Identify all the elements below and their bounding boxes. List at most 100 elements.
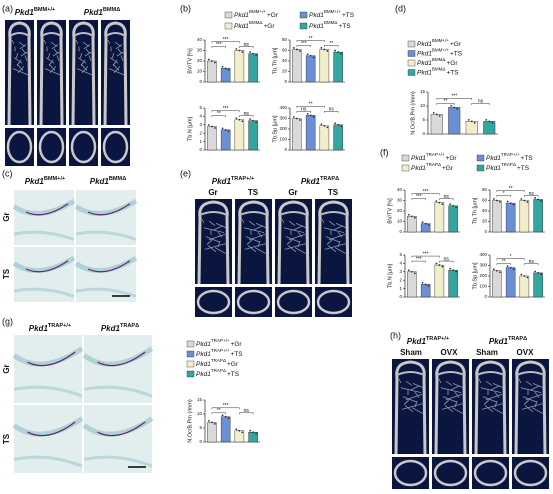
trabecula bbox=[402, 396, 418, 403]
trabecula bbox=[17, 66, 25, 74]
y-tick-label: 20 bbox=[197, 58, 203, 63]
y-tick-label: 30 bbox=[197, 48, 203, 53]
panel-label: (e) bbox=[180, 168, 191, 178]
gene-superscript: TRAPΔ bbox=[211, 368, 226, 373]
sig-bracket bbox=[411, 198, 426, 201]
row-label: TS bbox=[2, 268, 11, 279]
gene-label: Pkd1BMMΔ+TS bbox=[309, 20, 351, 30]
column-label: Gr bbox=[288, 188, 297, 197]
trabecula bbox=[522, 396, 538, 403]
sig-bracket bbox=[239, 115, 254, 118]
trabecula bbox=[217, 231, 223, 238]
sig-label: *** bbox=[223, 37, 229, 43]
group-suffix: +TS bbox=[517, 165, 530, 172]
gene-name: Pkd1 bbox=[101, 324, 121, 333]
sig-bracket bbox=[296, 40, 325, 42]
data-dot-deco bbox=[488, 120, 491, 123]
sig-label: ** bbox=[309, 36, 313, 42]
gene-name: Pkd1 bbox=[15, 8, 35, 17]
data-dot-deco bbox=[255, 54, 258, 57]
data-dot-deco bbox=[427, 224, 430, 227]
data-dot-deco bbox=[512, 268, 515, 270]
trabecula bbox=[324, 242, 348, 250]
sig-label: *** bbox=[223, 106, 229, 112]
data-dot-deco bbox=[492, 268, 495, 271]
trabecula bbox=[244, 242, 268, 250]
bone-outline bbox=[277, 200, 310, 285]
trabecula bbox=[534, 391, 540, 398]
sig-bracket bbox=[211, 41, 240, 43]
legend-swatch bbox=[407, 69, 416, 76]
trabecula bbox=[254, 247, 268, 255]
trabecula bbox=[208, 220, 216, 226]
group-suffix: +Gr bbox=[442, 165, 454, 172]
trabecula bbox=[21, 48, 27, 54]
osteoclast-stain bbox=[97, 421, 146, 437]
gene-superscript: TRAP+/+ bbox=[231, 176, 255, 182]
bar bbox=[492, 200, 502, 233]
gene-label: Pkd1BMM+/++TS bbox=[417, 48, 463, 58]
trabecula bbox=[75, 39, 79, 45]
trabecula bbox=[521, 402, 545, 410]
trabecula bbox=[520, 387, 542, 393]
y-tick-label: 20 bbox=[282, 69, 288, 74]
y-axis-label: Tb.Th [µm] bbox=[472, 197, 478, 224]
data-dot-deco bbox=[438, 264, 441, 266]
legend-swatch bbox=[299, 22, 308, 30]
data-dot-deco bbox=[485, 119, 488, 121]
trabecula bbox=[88, 55, 92, 61]
trabecula bbox=[451, 407, 465, 415]
sig-bracket bbox=[211, 412, 226, 415]
data-dot-deco bbox=[498, 201, 501, 203]
bone-outline bbox=[514, 360, 547, 455]
trabecula bbox=[297, 231, 303, 238]
bar bbox=[292, 118, 302, 151]
sig-label: * bbox=[510, 254, 512, 260]
trabecula bbox=[411, 407, 425, 415]
data-dot-deco bbox=[432, 112, 435, 114]
data-dot-deco bbox=[221, 65, 224, 68]
cortical-ring bbox=[513, 459, 548, 487]
data-dot-deco bbox=[309, 54, 312, 57]
data-dot-deco bbox=[295, 117, 298, 120]
trabecula bbox=[247, 245, 257, 253]
y-tick-label: 0 bbox=[484, 294, 487, 299]
trabecula bbox=[409, 385, 421, 391]
legend-swatch bbox=[224, 22, 233, 30]
data-dot-deco bbox=[534, 197, 537, 199]
trabecula bbox=[400, 387, 422, 393]
trabecula bbox=[284, 242, 308, 250]
column-label: OVX bbox=[441, 348, 459, 357]
trabecula bbox=[207, 245, 217, 253]
y-tick-label: 10 bbox=[420, 103, 426, 108]
trabecula bbox=[51, 44, 59, 50]
tissue bbox=[75, 287, 137, 298]
trabecula bbox=[107, 39, 111, 45]
panel-label: (d) bbox=[395, 3, 406, 13]
sig-bracket bbox=[239, 412, 254, 415]
bar bbox=[234, 119, 245, 151]
data-dot-deco bbox=[221, 414, 224, 417]
growth-plate bbox=[105, 32, 126, 37]
y-tick-label: 0 bbox=[484, 229, 487, 234]
trabecula bbox=[20, 50, 30, 57]
trabecula bbox=[332, 225, 344, 231]
gene-name: Pkd1 bbox=[196, 341, 211, 348]
trabecula bbox=[452, 383, 464, 389]
trabecula bbox=[403, 398, 411, 405]
data-dot-deco bbox=[340, 125, 343, 128]
trabecula bbox=[440, 387, 462, 393]
trabecula bbox=[243, 227, 265, 233]
panel-label: (h) bbox=[390, 330, 401, 340]
gene-superscript: TRAPΔ bbox=[320, 176, 339, 182]
y-tick-label: 5 bbox=[422, 117, 425, 122]
trabecula bbox=[44, 68, 62, 76]
y-tick-label: 20 bbox=[397, 208, 403, 213]
growth-plate bbox=[73, 32, 94, 37]
trabecula bbox=[53, 48, 59, 54]
data-dot-deco bbox=[207, 420, 210, 422]
y-axis-label: Tb.Th [µm] bbox=[272, 47, 278, 74]
bone-outline bbox=[71, 21, 96, 126]
trabecula bbox=[414, 391, 420, 398]
y-tick-label: 100 bbox=[479, 284, 487, 289]
